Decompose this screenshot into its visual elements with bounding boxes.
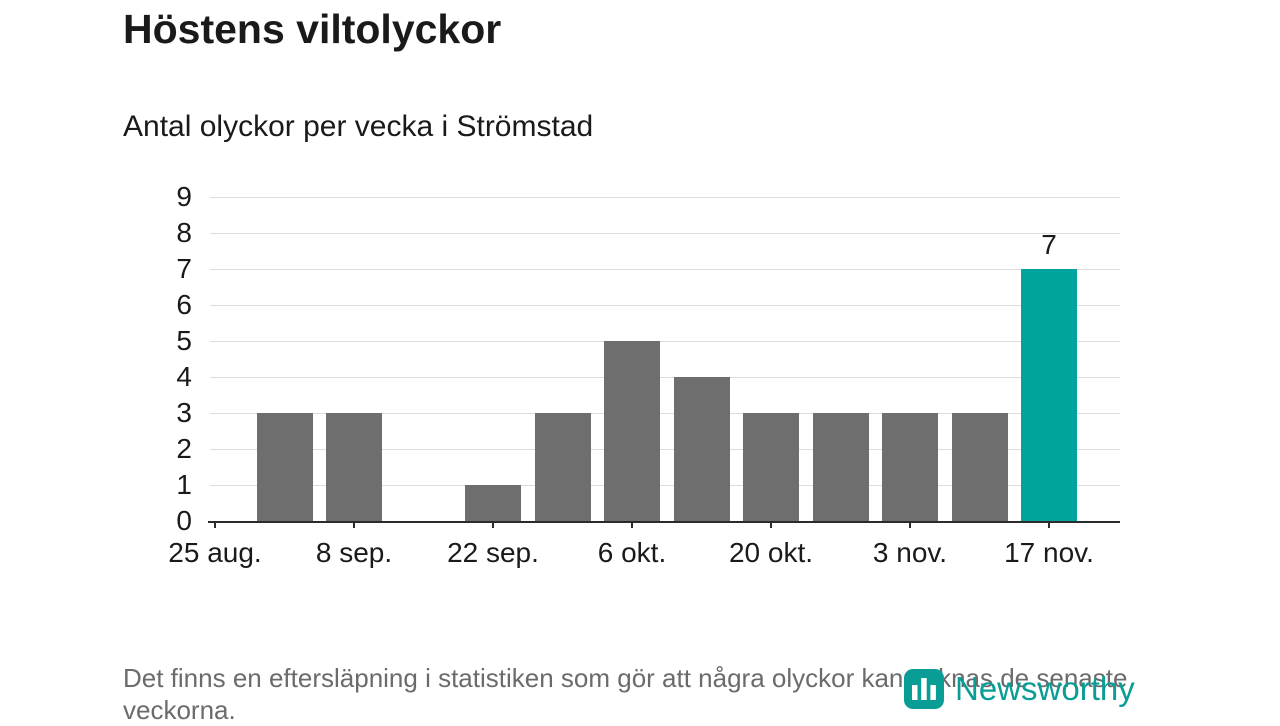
gridline [210,233,1120,234]
gridline [210,449,1120,450]
y-axis-label: 5 [176,325,192,356]
x-axis-tick [770,521,772,528]
gridline [210,485,1120,486]
x-axis-tick [909,521,911,528]
bar [604,341,660,521]
x-axis-tick [631,521,633,528]
brand-name: Newsworthy [955,670,1135,707]
y-axis-label: 1 [176,469,192,500]
x-axis-label: 6 okt. [597,537,667,568]
x-axis-label: 20 okt. [728,537,814,568]
y-axis-label: 0 [176,505,192,536]
bar-chart: 0 1 2 3 4 5 6 7 8 9 25 aug. 8 sep. 22 sep. 6 okt. 20 o… [168,181,1120,568]
gridline [210,269,1120,270]
bar [951,413,1008,521]
y-axis-label: 6 [176,289,192,320]
bar [882,413,938,521]
y-axis-label: 3 [176,397,192,428]
y-axis-label: 2 [176,433,192,464]
bar [326,413,382,521]
page-title: Höstens viltolyckor [123,6,502,52]
bar [673,377,730,521]
gridline [210,305,1120,306]
x-axis-tick [214,521,216,528]
bar [465,485,521,521]
x-axis-label: 25 aug. [168,537,262,568]
bar-highlight [1021,269,1077,521]
x-axis-label: 8 sep. [315,537,393,568]
brand-logo: Newsworthy [903,668,1135,710]
footnote: Det finns en eftersläpning i statistiken… [123,663,1128,725]
y-axis-label: 8 [176,217,192,248]
bar [534,413,591,521]
y-axis-label: 9 [176,181,192,212]
bar [743,413,799,521]
gridline [210,413,1120,414]
gridline [210,197,1120,198]
y-axis-label: 7 [176,253,192,284]
gridline [210,341,1120,342]
x-axis-tick [1048,521,1050,528]
gridline [210,377,1120,378]
x-axis-label: 3 nov. [872,537,948,568]
x-axis-label: 22 sep. [447,537,539,568]
bar [812,413,869,521]
chart-subtitle: Antal olyckor per vecka i Strömstad [123,110,594,143]
x-axis-line [208,521,1120,523]
bar [256,413,313,521]
bar-value-label: 7 [1041,229,1057,260]
y-axis-label: 4 [176,361,192,392]
x-axis-tick [492,521,494,528]
x-axis-tick [353,521,355,528]
x-axis-label: 17 nov. [1004,537,1094,568]
newsworthy-icon [904,669,944,709]
